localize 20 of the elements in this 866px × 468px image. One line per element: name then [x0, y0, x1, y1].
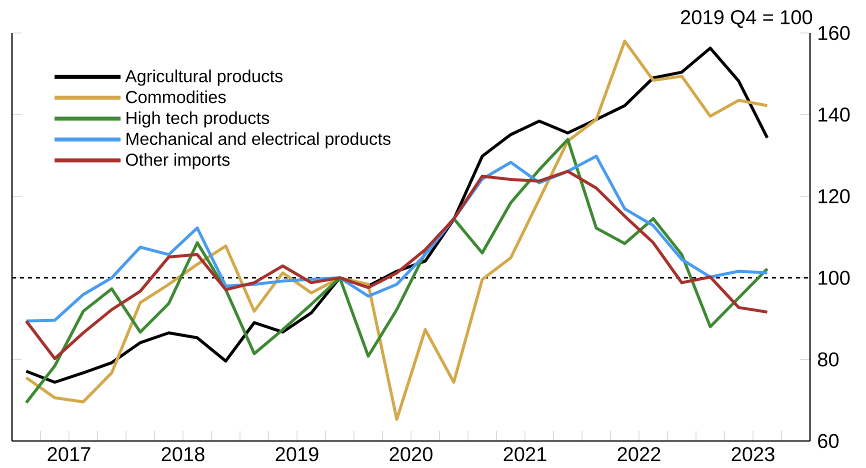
legend-label: Mechanical and electrical products: [126, 132, 390, 148]
y-tick-label: 160: [818, 26, 850, 40]
legend-label: Commodities: [126, 90, 226, 104]
x-tick-label: 2021: [504, 447, 546, 462]
y-tick-label: 140: [818, 108, 850, 122]
y-tick-label: 120: [818, 189, 850, 204]
y-axis-title: 2019 Q4 = 100: [681, 10, 812, 28]
x-tick-label: 2017: [48, 447, 90, 462]
legend-label: Agricultural products: [125, 70, 283, 86]
x-tick-label: 2018: [162, 447, 204, 462]
x-tick-label: 2023: [732, 447, 774, 462]
line-series: [24, 170, 769, 360]
legend-label: High tech products: [126, 111, 270, 128]
x-tick-label: 2020: [390, 447, 432, 462]
y-tick-label: 80: [818, 352, 839, 366]
y-tick-label: 60: [818, 434, 839, 448]
x-tick-label: 2022: [618, 447, 660, 462]
y-tick-label: 100: [818, 270, 850, 285]
legend-label: Other imports: [126, 153, 230, 170]
x-tick-label: 2019: [276, 447, 318, 462]
